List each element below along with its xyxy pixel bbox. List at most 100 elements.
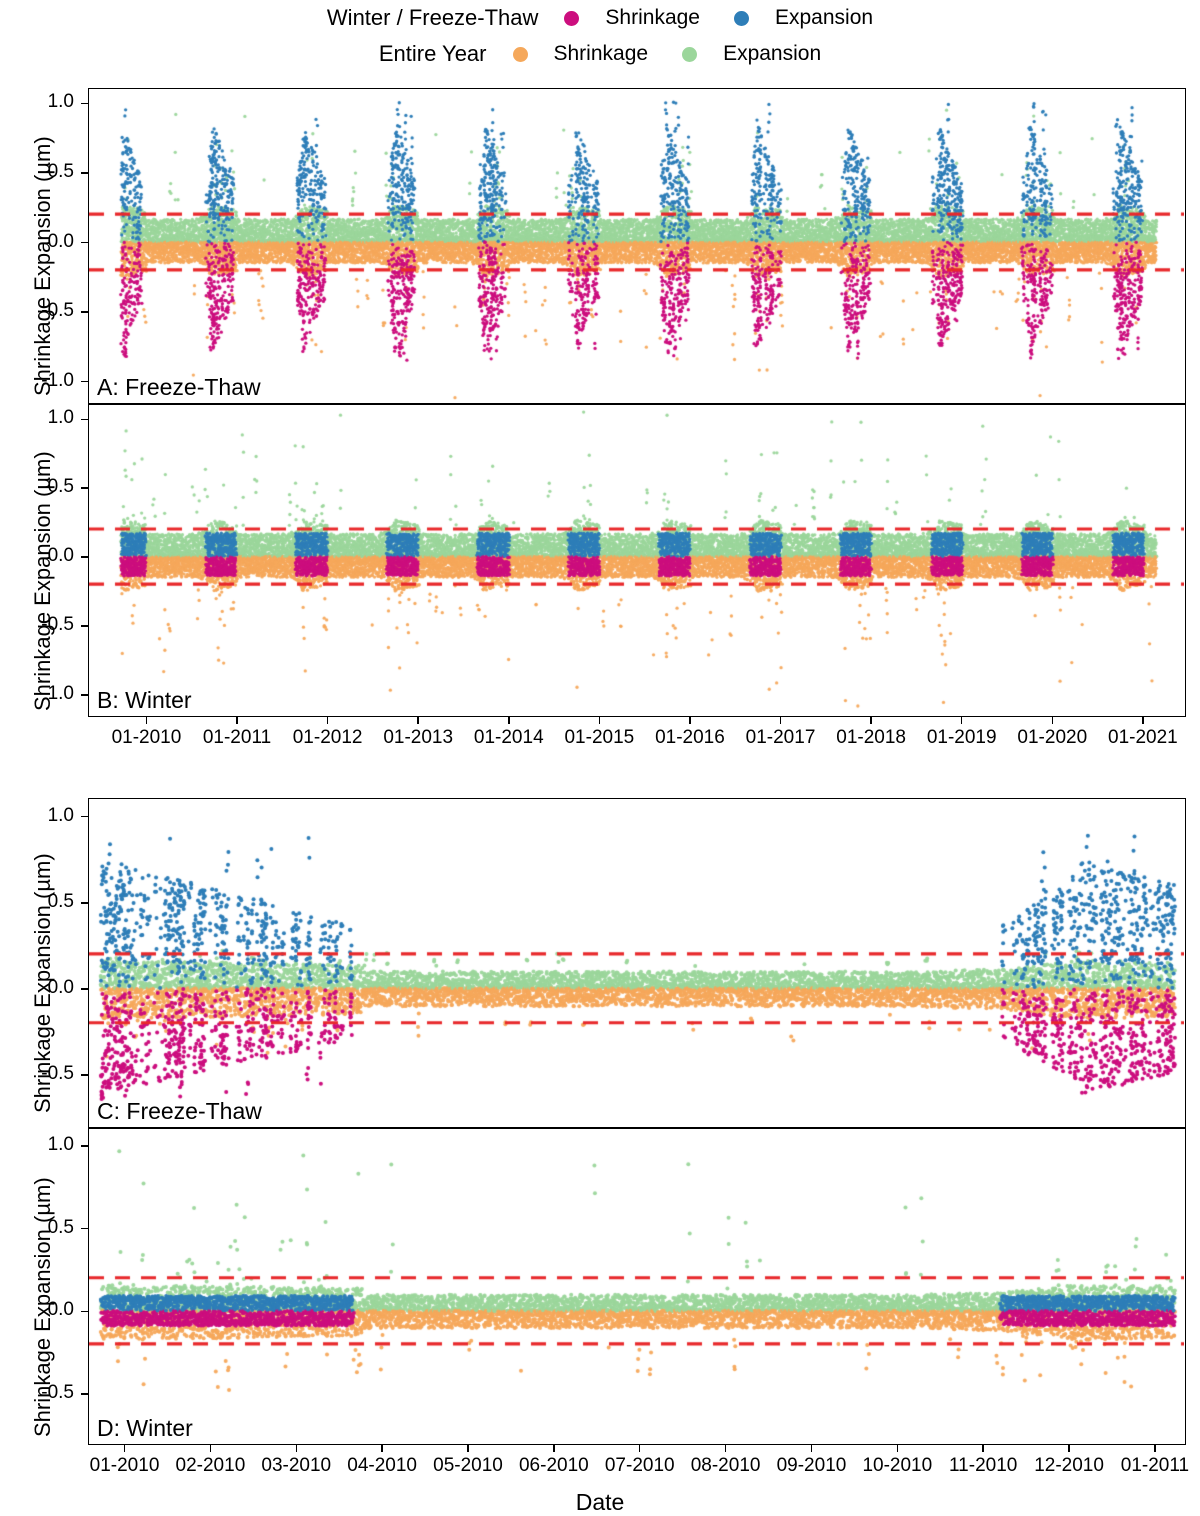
x-tick-mark [870,717,872,724]
y-tick-label: -0.5 [41,1062,74,1084]
panel-d-winter: D: Winter [88,1128,1186,1445]
legend-group-label-winter-freeze-thaw: Winter / Freeze-Thaw [326,5,539,30]
x-tick-label: 01-2010 [111,727,182,748]
y-tick-mark [81,988,88,990]
x-tick-mark [689,717,691,724]
y-tick-mark [81,625,88,627]
figure-top-multiyear: Shrinkage Expansion (µm) Shrinkage Expan… [0,80,1200,760]
x-tick-label: 02-2010 [175,1455,246,1476]
x-tick-label: 07-2010 [604,1455,675,1476]
x-tick-label: 04-2010 [347,1455,417,1476]
y-tick-label: 1.0 [47,1134,74,1156]
legend-label-year-shrinkage: Shrinkage [553,42,649,65]
x-tick-label: 09-2010 [776,1455,847,1476]
x-tick-label: 10-2010 [862,1455,933,1476]
y-tick-mark [81,1393,88,1395]
x-tick-mark [1154,1445,1156,1452]
y-tick-label: 0.5 [47,890,74,912]
x-tick-mark [145,717,148,724]
x-tick-label: 01-2020 [1017,727,1088,748]
x-tick-label: 11-2010 [949,1455,1018,1476]
x-tick-label: 01-2010 [89,1455,160,1476]
x-tick-label: 01-2016 [655,727,725,748]
x-tick-label: 12-2010 [1034,1455,1104,1476]
x-tick-mark [209,1445,212,1452]
x-tick-mark [598,717,601,724]
y-tick-label: -1.0 [41,682,74,704]
y-tick-label: 0.5 [47,1216,74,1238]
x-tick-mark [810,1445,813,1452]
y-tick-mark [81,556,88,558]
x-tick-label: 01-2017 [745,727,816,748]
legend-label-ft-shrinkage: Shrinkage [605,6,700,29]
x-tick-mark [236,717,238,724]
y-tick-label: 0.0 [47,545,74,567]
y-tick-mark [81,1227,88,1230]
legend-label-ft-expansion: Expansion [774,6,874,29]
legend: Winter / Freeze-Thaw Shrinkage Expansion… [0,0,1200,80]
x-tick-label: 01-2011 [1120,1455,1190,1476]
y-tick-mark [81,1074,88,1076]
panel-a-scatter-canvas [89,89,1184,402]
y-tick-label: -0.5 [41,1381,74,1403]
x-tick-label: 01-2015 [564,727,635,748]
y-tick-label: 0.0 [47,1299,74,1321]
x-tick-mark [779,717,782,724]
x-tick-label: 03-2010 [261,1455,332,1476]
x-tick-mark [553,1445,555,1452]
y-tick-mark [81,102,88,105]
y-tick-label: -0.5 [41,300,74,322]
x-tick-mark [1051,717,1054,724]
y-tick-mark [81,1310,88,1313]
y-tick-label: 1.0 [47,407,74,429]
x-tick-label: 01-2014 [473,727,544,748]
legend-group-label-entire-year: Entire Year [378,41,487,66]
x-tick-mark [417,717,419,724]
legend-label-year-expansion: Expansion [723,42,822,65]
x-tick-label: 01-2021 [1108,727,1178,748]
x-tick-mark [381,1445,383,1452]
legend-entry-year-expansion: Expansion [682,42,821,66]
x-tick-mark [467,1445,469,1452]
y-tick-mark [81,694,88,696]
panel-d-scatter-canvas [89,1129,1184,1443]
y-tick-mark [81,487,88,489]
y-tick-label: 0.0 [47,976,74,998]
y-tick-mark [81,902,88,904]
legend-dot-icon-ft-expansion [733,10,749,26]
x-tick-mark [295,1445,298,1452]
y-tick-label: 1.0 [47,91,74,113]
x-tick-mark [123,1445,126,1452]
y-tick-mark [81,172,88,174]
x-tick-label: 06-2010 [518,1455,589,1476]
y-tick-label: 0.5 [47,476,74,498]
x-tick-label: 01-2018 [836,727,906,748]
x-tick-mark [508,717,510,724]
x-tick-label: 08-2010 [690,1455,761,1476]
x-tick-label: 01-2019 [926,727,997,748]
y-tick-label: 1.0 [47,804,74,826]
y-tick-mark [81,418,88,421]
figure-bottom-year2010: Shrinkage Expansion (µm) Shrinkage Expan… [0,790,1200,1515]
y-tick-mark [81,815,88,818]
x-tick-label: 05-2010 [433,1455,503,1476]
x-tick-mark [1068,1445,1070,1452]
y-tick-label: -0.5 [41,613,74,635]
x-tick-mark [638,1445,641,1452]
legend-row-entire-year: Entire Year Shrinkage Expansion [0,36,1200,72]
x-tick-mark [960,717,963,724]
y-tick-label: 0.5 [47,160,74,182]
panel-c-freeze-thaw: C: Freeze-Thaw [88,798,1186,1128]
x-tick-mark [982,1445,984,1452]
panel-b-scatter-canvas [89,405,1184,715]
x-tick-label: 01-2011 [202,727,272,748]
legend-dot-icon-year-expansion [682,46,698,62]
y-tick-label: -1.0 [41,369,74,391]
legend-row-winter-freeze-thaw: Winter / Freeze-Thaw Shrinkage Expansion [0,0,1200,36]
x-tick-mark [724,1445,727,1452]
legend-entry-ft-shrinkage: Shrinkage [564,6,734,30]
panel-c-scatter-canvas [89,799,1184,1126]
legend-dot-icon-ft-shrinkage [564,10,580,26]
x-tick-mark [326,717,329,724]
panel-a-freeze-thaw: A: Freeze-Thaw [88,88,1186,404]
